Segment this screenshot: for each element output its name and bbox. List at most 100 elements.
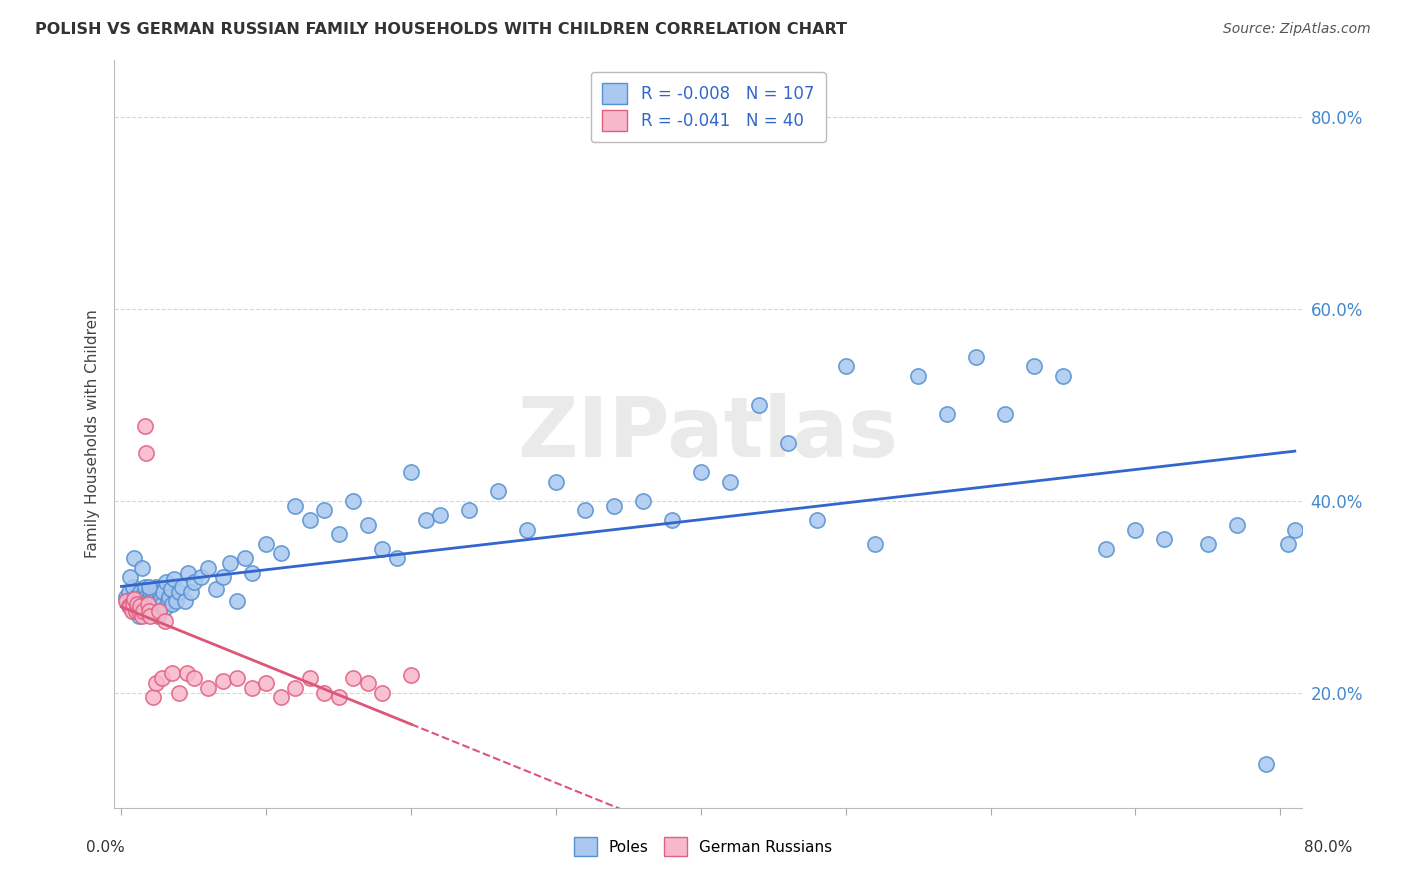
Point <box>371 541 394 556</box>
Point <box>211 673 233 688</box>
Point <box>162 573 184 587</box>
Point <box>994 408 1017 422</box>
Point <box>145 676 167 690</box>
Point <box>128 604 150 618</box>
Point <box>270 546 292 560</box>
Point <box>160 597 183 611</box>
Point <box>177 566 200 580</box>
Point <box>1052 369 1074 384</box>
Point <box>138 604 160 618</box>
Point <box>145 580 167 594</box>
Point <box>118 599 141 614</box>
Point <box>132 588 155 602</box>
Point <box>748 398 770 412</box>
Y-axis label: Family Households with Children: Family Households with Children <box>86 310 100 558</box>
Point <box>141 594 163 608</box>
Point <box>150 671 173 685</box>
Point <box>139 601 162 615</box>
Point <box>907 369 929 384</box>
Point <box>124 551 146 566</box>
Point <box>118 584 141 599</box>
Point <box>183 671 205 685</box>
Point <box>1095 541 1118 556</box>
Point <box>148 604 170 618</box>
Point <box>125 590 148 604</box>
Point <box>134 580 156 594</box>
Point <box>284 499 307 513</box>
Point <box>240 566 263 580</box>
Point <box>385 551 408 566</box>
Point <box>128 608 150 623</box>
Point <box>718 475 741 489</box>
Point <box>328 527 350 541</box>
Text: ZIPatlas: ZIPatlas <box>517 393 898 475</box>
Point <box>574 503 596 517</box>
Point <box>132 604 155 618</box>
Point <box>136 604 159 618</box>
Point <box>153 601 176 615</box>
Point <box>135 601 157 615</box>
Point <box>127 597 149 611</box>
Point <box>458 503 481 517</box>
Point <box>254 676 277 690</box>
Point <box>1125 523 1147 537</box>
Point <box>115 594 138 608</box>
Text: 0.0%: 0.0% <box>86 840 125 855</box>
Point <box>152 584 174 599</box>
Point <box>429 508 451 522</box>
Point <box>1197 537 1219 551</box>
Point <box>129 584 152 599</box>
Point <box>835 359 858 374</box>
Point <box>120 599 142 614</box>
Point <box>150 597 173 611</box>
Text: 80.0%: 80.0% <box>1305 840 1353 855</box>
Text: POLISH VS GERMAN RUSSIAN FAMILY HOUSEHOLDS WITH CHILDREN CORRELATION CHART: POLISH VS GERMAN RUSSIAN FAMILY HOUSEHOL… <box>35 22 848 37</box>
Point <box>120 599 142 614</box>
Point <box>143 591 166 606</box>
Point <box>240 681 263 695</box>
Point <box>486 484 509 499</box>
Point <box>183 575 205 590</box>
Point <box>138 591 160 606</box>
Point <box>284 681 307 695</box>
Point <box>131 561 153 575</box>
Point <box>120 570 142 584</box>
Point <box>146 608 169 623</box>
Point <box>357 676 380 690</box>
Point <box>357 517 380 532</box>
Point <box>129 599 152 614</box>
Point <box>160 666 183 681</box>
Point <box>134 594 156 608</box>
Point <box>136 597 159 611</box>
Point <box>129 594 152 608</box>
Point <box>139 608 162 623</box>
Point <box>142 690 165 705</box>
Point <box>190 570 212 584</box>
Point <box>1254 757 1277 772</box>
Point <box>219 556 242 570</box>
Point <box>134 419 156 434</box>
Point <box>142 588 165 602</box>
Point <box>166 594 188 608</box>
Point <box>125 604 148 618</box>
Point <box>156 594 179 608</box>
Point <box>371 685 394 699</box>
Point <box>138 580 160 594</box>
Point <box>298 513 321 527</box>
Point <box>603 499 626 513</box>
Point <box>204 582 226 596</box>
Point <box>135 590 157 604</box>
Point <box>226 671 249 685</box>
Legend: Poles, German Russians: Poles, German Russians <box>568 831 838 862</box>
Point <box>114 594 136 608</box>
Point <box>125 604 148 618</box>
Point <box>226 594 249 608</box>
Point <box>776 436 799 450</box>
Point <box>122 597 145 611</box>
Point <box>211 570 233 584</box>
Point <box>128 591 150 606</box>
Point <box>254 537 277 551</box>
Point <box>328 690 350 705</box>
Point <box>121 591 143 606</box>
Point <box>139 584 162 599</box>
